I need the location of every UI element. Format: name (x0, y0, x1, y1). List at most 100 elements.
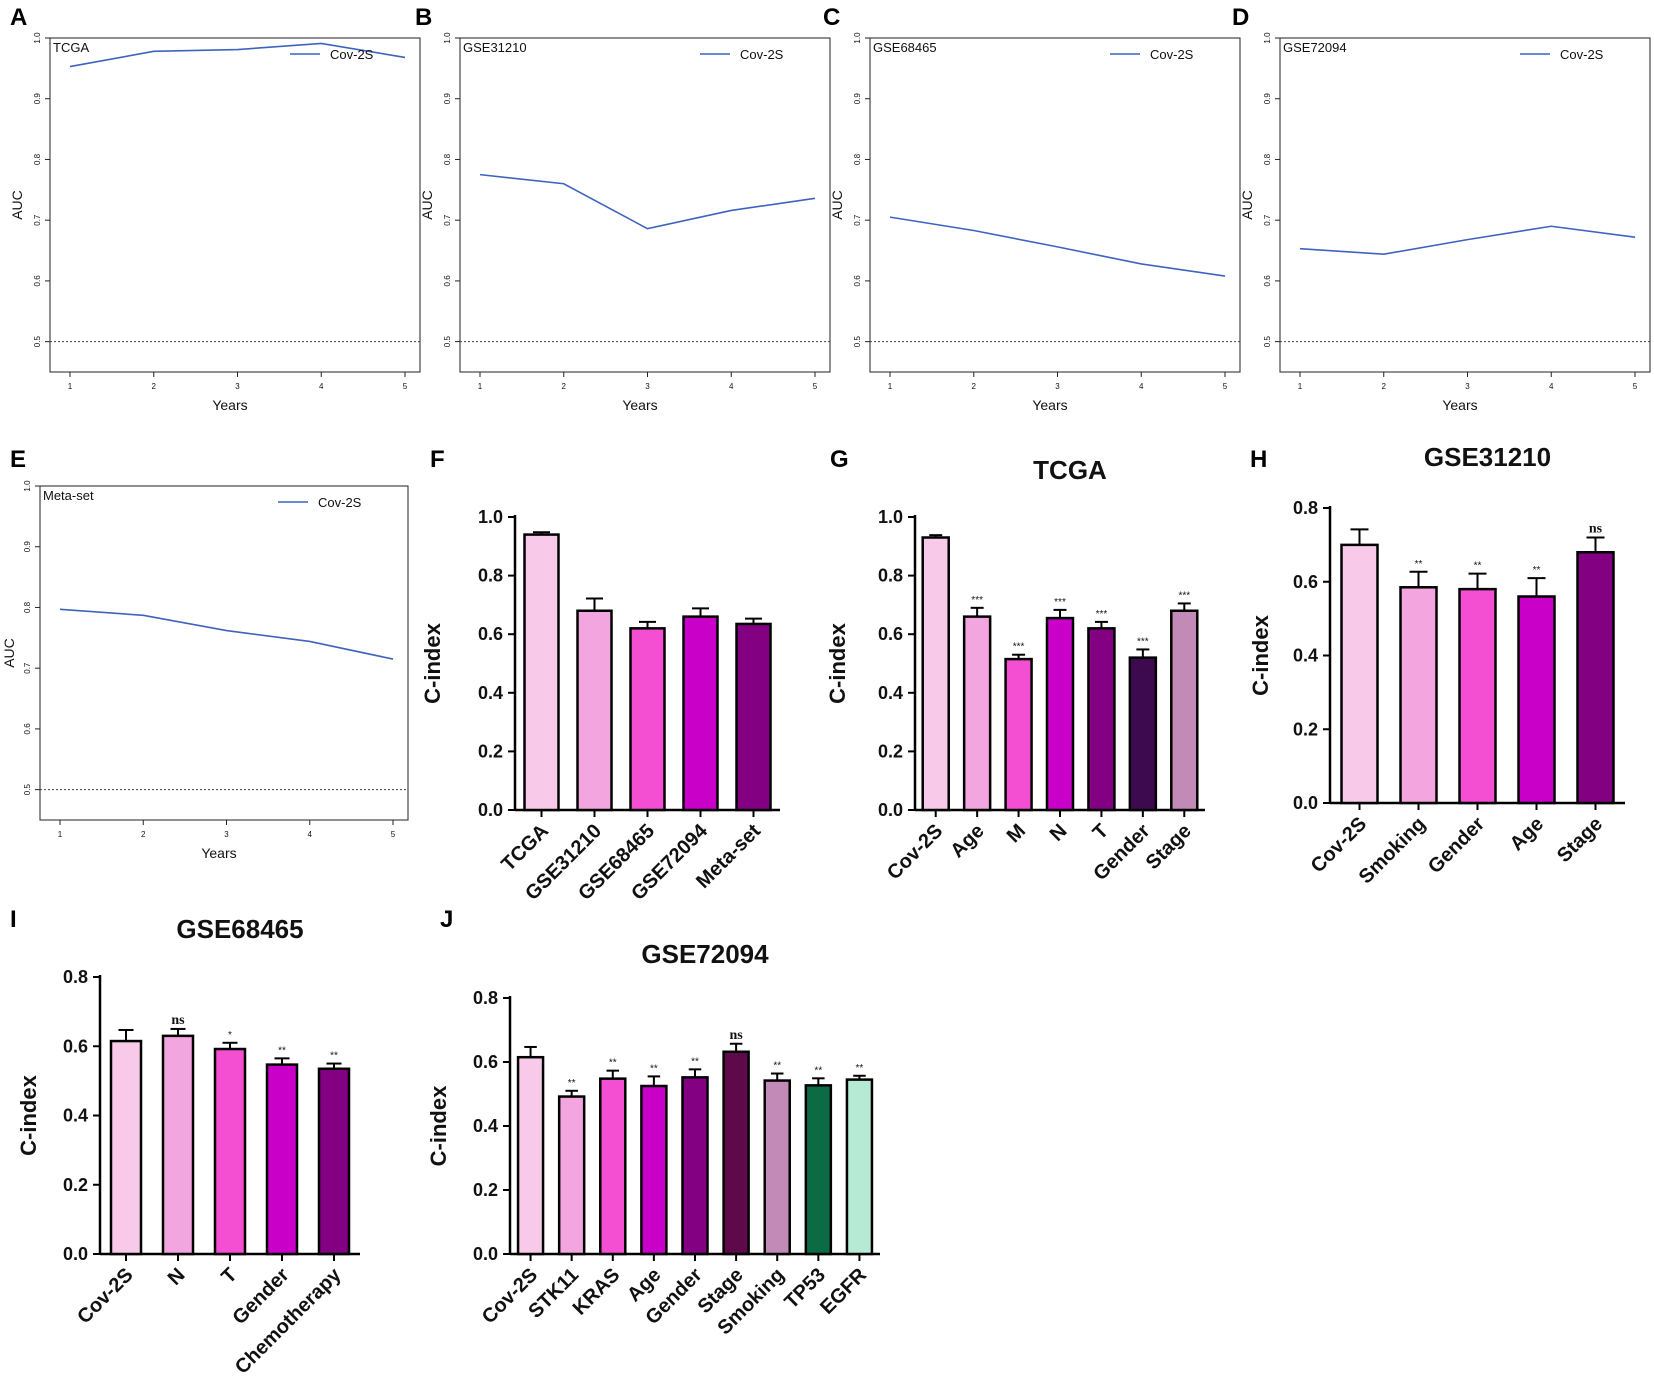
y-tick-label: 0.0 (878, 800, 903, 820)
category-label: M (1003, 820, 1030, 847)
category-label: T (217, 1264, 241, 1288)
x-axis-label: Years (622, 397, 657, 413)
plot-frame (459, 37, 831, 373)
significance-label: * (228, 1030, 232, 1041)
y-tick-label: 0.6 (878, 624, 903, 644)
plot-title: GSE72094 (1283, 40, 1347, 55)
y-tick-label: 0.6 (1263, 275, 1272, 287)
significance-label: ** (330, 1051, 338, 1062)
bar (722, 1050, 750, 1256)
significance-label: ** (1474, 561, 1482, 572)
legend-label: Cov-2S (330, 47, 374, 62)
significance-label: ** (278, 1045, 286, 1056)
y-axis-label: C-index (426, 1085, 451, 1166)
x-axis-label: Years (1442, 397, 1477, 413)
y-axis-label: AUC (829, 190, 845, 220)
y-tick-label: 0.5 (853, 336, 862, 348)
y-tick-label: 0.6 (473, 1052, 498, 1072)
bar (629, 627, 666, 812)
significance-label: ** (856, 1063, 864, 1074)
y-axis-label: AUC (419, 190, 435, 220)
y-axis-label: AUC (1239, 190, 1255, 220)
y-tick-label: 0.2 (478, 741, 503, 761)
y-tick-label: 0.2 (63, 1175, 88, 1195)
bar (921, 536, 950, 812)
bar (1458, 587, 1497, 805)
panel-c: C 0.5 0.6 0.7 0.8 0.9 1.0 1 2 3 4 5 Years AUC GSE68465… (823, 4, 1241, 413)
significance-label: ** (814, 1065, 822, 1076)
y-tick-label: 0.6 (23, 723, 32, 735)
bar (557, 1095, 586, 1256)
bar (735, 622, 772, 812)
panel-b: B 0.5 0.6 0.7 0.8 0.9 1.0 1 2 3 4 5 Years AUC GSE31210… (415, 4, 831, 413)
category-label: N (164, 1264, 190, 1290)
x-axis-label: Years (212, 397, 247, 413)
y-tick-label: 1.0 (478, 507, 503, 527)
panel-f: F0.00.20.40.60.81.0C-indexTCGAGSE31210GS… (420, 446, 780, 905)
y-tick-label: 0.7 (443, 214, 452, 226)
x-tick-label: 4 (729, 382, 734, 391)
chart-title: GSE31210 (1424, 442, 1551, 472)
plot-frame (39, 485, 409, 821)
legend-label: Cov-2S (1560, 47, 1604, 62)
significance-label: ** (568, 1078, 576, 1089)
significance-label: *** (1013, 642, 1025, 653)
panel-letter: C (823, 4, 840, 31)
y-tick-label: 0.9 (443, 93, 452, 105)
y-axis-label: C-index (825, 622, 850, 703)
x-tick-label: 2 (152, 382, 157, 391)
panel-letter: F (430, 446, 445, 473)
panel-letter: B (415, 4, 432, 31)
y-tick-label: 0.0 (473, 1244, 498, 1264)
bar (1399, 586, 1438, 805)
y-tick-label: 0.5 (1263, 336, 1272, 348)
y-tick-label: 1.0 (33, 32, 42, 44)
bar (1517, 595, 1556, 805)
y-tick-label: 0.8 (33, 153, 42, 165)
y-tick-label: 0.5 (33, 336, 42, 348)
panel-g: G TCGA 0.0 0.2 0.4 0.6 0.8 1.0 C-index Cov-2S *** A… (825, 446, 1205, 885)
y-tick-label: 0.4 (878, 683, 903, 703)
y-tick-label: 1.0 (878, 507, 903, 527)
y-tick-label: 0.8 (1293, 498, 1318, 518)
x-tick-label: 5 (1633, 382, 1638, 391)
x-tick-label: 1 (1298, 382, 1303, 391)
category-label: KRAS (569, 1264, 625, 1320)
bar (1170, 609, 1199, 812)
bar (317, 1067, 351, 1256)
panel-letter: D (1232, 4, 1249, 31)
category-label: Stage (1142, 820, 1196, 874)
x-tick-label: 3 (235, 382, 240, 391)
y-tick-label: 0.8 (853, 153, 862, 165)
y-tick-label: 0.8 (473, 988, 498, 1008)
bar (265, 1063, 299, 1256)
bar (1340, 543, 1379, 805)
significance-label: ** (691, 1056, 699, 1067)
significance-label: *** (1137, 636, 1149, 647)
category-label: Age (946, 820, 988, 862)
y-tick-label: 0.0 (63, 1244, 88, 1264)
panel-j: JGSE720940.00.20.40.60.8C-indexCov-2S**S… (426, 906, 880, 1339)
panel-d: D 0.5 0.6 0.7 0.8 0.9 1.0 1 2 3 4 5 Years AUC GSE72094… (1232, 4, 1651, 413)
x-tick-label: 5 (813, 382, 818, 391)
series-line (1299, 225, 1636, 255)
y-axis-label: AUC (1, 638, 17, 668)
bar (962, 615, 992, 812)
y-tick-label: 0.2 (1293, 719, 1318, 739)
x-tick-label: 4 (308, 830, 313, 839)
chart-title: GSE72094 (641, 939, 769, 969)
x-tick-label: 5 (403, 382, 408, 391)
y-tick-label: 1.0 (1263, 32, 1272, 44)
bar (1576, 551, 1615, 805)
bar (213, 1047, 247, 1256)
x-tick-label: 5 (1223, 382, 1228, 391)
significance-label: ** (650, 1063, 658, 1074)
category-label: N (1046, 820, 1072, 846)
y-tick-label: 0.0 (478, 800, 503, 820)
panel-h: H GSE312100.00.20.40.60.8C-indexCov-2S**S… (1248, 442, 1625, 888)
series-line (479, 173, 816, 230)
bar (845, 1078, 874, 1256)
y-tick-label: 0.2 (878, 741, 903, 761)
plot-title: GSE31210 (463, 40, 527, 55)
plot-frame (869, 37, 1241, 373)
